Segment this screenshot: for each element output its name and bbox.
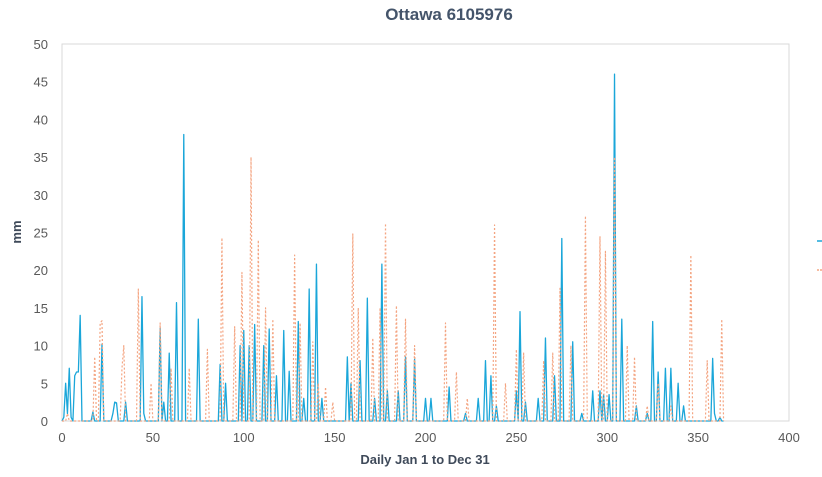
y-tick-label: 45 [34, 75, 48, 90]
y-tick-label: 25 [34, 226, 48, 241]
chart-title: Ottawa 6105976 [385, 5, 513, 24]
x-tick-label: 350 [687, 430, 709, 445]
y-tick-label: 15 [34, 301, 48, 316]
y-tick-label: 50 [34, 37, 48, 52]
y-tick-label: 40 [34, 112, 48, 127]
x-tick-label: 150 [324, 430, 346, 445]
y-tick-label: 0 [41, 414, 48, 429]
y-axis-ticks: 0 5 10 15 20 25 30 35 40 45 50 [34, 37, 48, 429]
series-line-2 [62, 156, 725, 422]
y-tick-label: 5 [41, 376, 48, 391]
series-group [61, 73, 725, 422]
x-tick-label: 100 [233, 430, 255, 445]
y-tick-label: 35 [34, 150, 48, 165]
series-line-1 [61, 73, 724, 422]
x-tick-label: 400 [778, 430, 800, 445]
x-axis-ticks: 0 50 100 150 200 250 300 350 400 [58, 430, 799, 445]
x-tick-label: 300 [596, 430, 618, 445]
y-tick-label: 10 [34, 339, 48, 354]
x-axis-title: Daily Jan 1 to Dec 31 [360, 452, 489, 467]
y-tick-label: 20 [34, 263, 48, 278]
legend [817, 240, 822, 271]
y-tick-label: 30 [34, 188, 48, 203]
x-tick-label: 0 [58, 430, 65, 445]
x-tick-label: 250 [506, 430, 528, 445]
y-axis-title: mm [9, 220, 24, 243]
x-tick-label: 200 [415, 430, 437, 445]
x-tick-label: 50 [146, 430, 160, 445]
